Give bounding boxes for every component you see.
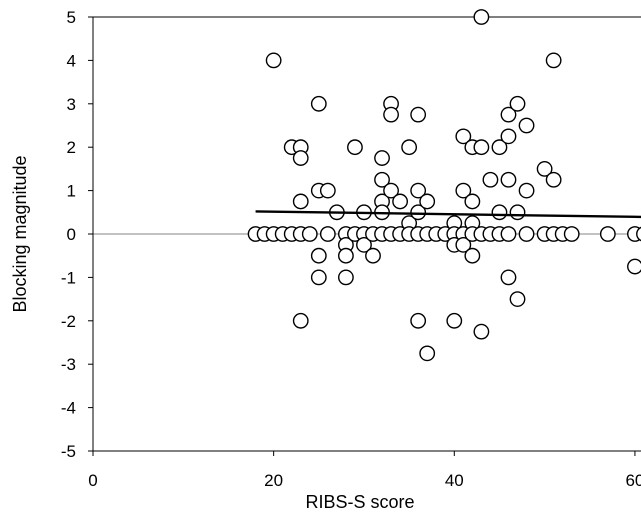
data-point — [419, 193, 436, 210]
data-point — [482, 171, 499, 188]
data-point — [310, 95, 327, 112]
data-point — [518, 117, 535, 134]
y-tick-label: 1 — [67, 182, 76, 201]
x-tick-label: 60 — [625, 471, 641, 490]
data-point — [509, 204, 526, 221]
x-tick-label: 40 — [445, 471, 464, 490]
data-point — [491, 204, 508, 221]
data-point — [536, 160, 553, 177]
data-point — [410, 204, 427, 221]
data-point — [473, 9, 490, 25]
data-point — [356, 236, 372, 253]
y-tick-label: 5 — [67, 8, 76, 27]
data-point — [310, 269, 327, 286]
y-tick-labels: 5 4 3 2 1 0 -1 -2 -3 -4 -5 — [61, 8, 93, 461]
y-tick-label: 4 — [67, 51, 76, 70]
y-tick-label: -4 — [61, 399, 76, 418]
data-point — [518, 226, 535, 242]
data-point — [419, 345, 436, 362]
data-point — [518, 182, 535, 199]
data-point — [410, 106, 427, 123]
data-point — [599, 226, 616, 242]
data-point — [301, 226, 318, 242]
data-point — [455, 236, 472, 253]
data-point — [500, 171, 517, 188]
data-point — [545, 171, 562, 188]
data-point — [473, 139, 490, 156]
data-point — [383, 182, 399, 199]
data-point — [319, 182, 336, 199]
y-tick-label: -3 — [61, 355, 76, 374]
data-point — [347, 139, 363, 156]
data-point — [292, 312, 309, 329]
data-point — [464, 247, 481, 264]
data-point — [636, 226, 641, 242]
data-point — [292, 150, 309, 166]
data-point — [455, 182, 472, 199]
data-point — [401, 139, 418, 156]
data-point — [374, 171, 390, 188]
data-point — [310, 247, 327, 264]
data-point — [265, 52, 282, 69]
data-point — [383, 106, 399, 123]
y-tick-label: 3 — [67, 95, 76, 114]
x-tick-label: 0 — [88, 471, 97, 490]
y-axis-title: Blocking magnitude — [10, 155, 30, 312]
data-point — [500, 106, 517, 123]
data-point — [509, 291, 526, 307]
y-tick-label: -5 — [61, 442, 76, 461]
data-point — [446, 312, 463, 329]
data-point — [338, 247, 354, 264]
data-point — [464, 193, 481, 210]
data-point — [392, 193, 408, 210]
trend-line — [255, 210, 641, 219]
data-point — [410, 312, 427, 329]
data-point — [500, 226, 517, 242]
y-tick-label: -1 — [61, 268, 76, 287]
data-point — [627, 258, 641, 275]
x-axis-title: RIBS-S score — [305, 492, 414, 512]
data-point — [509, 95, 526, 112]
y-tick-label: 2 — [67, 138, 76, 157]
data-point — [365, 247, 381, 264]
data-point — [500, 128, 517, 145]
data-point — [374, 150, 390, 166]
data-point — [319, 226, 336, 242]
data-point — [545, 52, 562, 69]
data-point — [292, 193, 309, 210]
data-point — [455, 128, 472, 145]
data-points — [247, 9, 641, 362]
y-tick-label: 0 — [67, 225, 76, 244]
data-point — [563, 226, 580, 242]
data-point — [338, 269, 354, 286]
data-point — [491, 139, 508, 156]
x-tick-labels: 0 20 40 60 — [88, 451, 641, 490]
x-tick-label: 20 — [264, 471, 283, 490]
data-point — [410, 182, 427, 199]
data-point — [473, 323, 490, 340]
data-point — [500, 269, 517, 286]
y-tick-label: -2 — [61, 312, 76, 331]
